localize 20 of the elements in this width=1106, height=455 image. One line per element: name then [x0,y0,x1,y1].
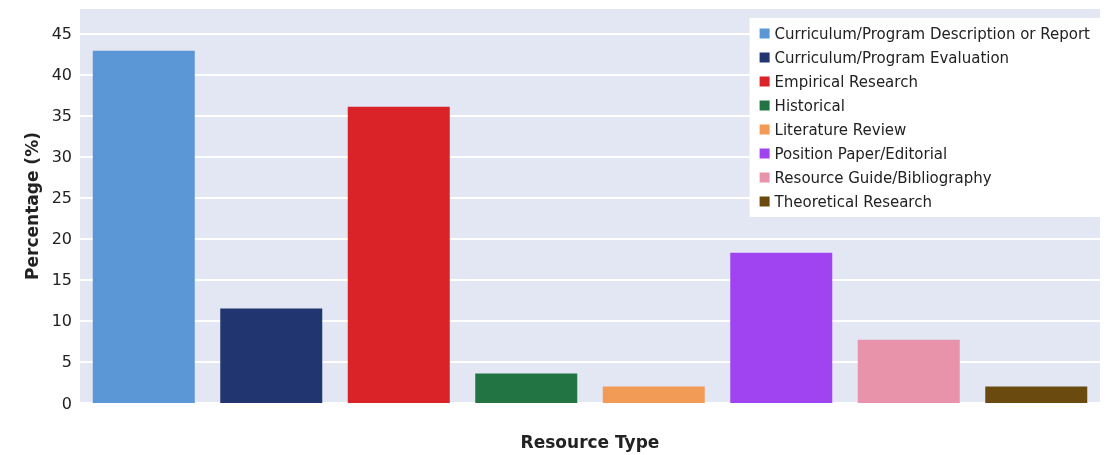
y-tick-label: 20 [51,229,72,249]
x-axis-title: Resource Type [520,431,660,452]
y-tick-label: 40 [51,65,72,85]
y-tick-label: 35 [51,106,72,126]
legend-label: Resource Guide/Bibliography [774,168,992,187]
legend-label: Curriculum/Program Description or Report [774,24,1091,43]
legend-label: Curriculum/Program Evaluation [774,48,1010,67]
y-tick-label: 10 [51,311,72,331]
y-tick-label: 30 [51,147,72,167]
y-tick-label: 25 [51,188,72,208]
y-tick-label: 0 [61,393,72,413]
legend-label: Theoretical Research [773,192,932,211]
legend-label: Position Paper/Editorial [774,144,948,163]
y-tick-label: 15 [51,270,72,290]
legend-label: Literature Review [774,120,907,139]
y-tick-label: 45 [51,24,72,44]
y-tick-label: 5 [61,352,72,372]
y-axis-title: Percentage (%) [21,132,42,280]
legend-label: Historical [774,96,845,115]
legend-label: Empirical Research [774,72,918,91]
